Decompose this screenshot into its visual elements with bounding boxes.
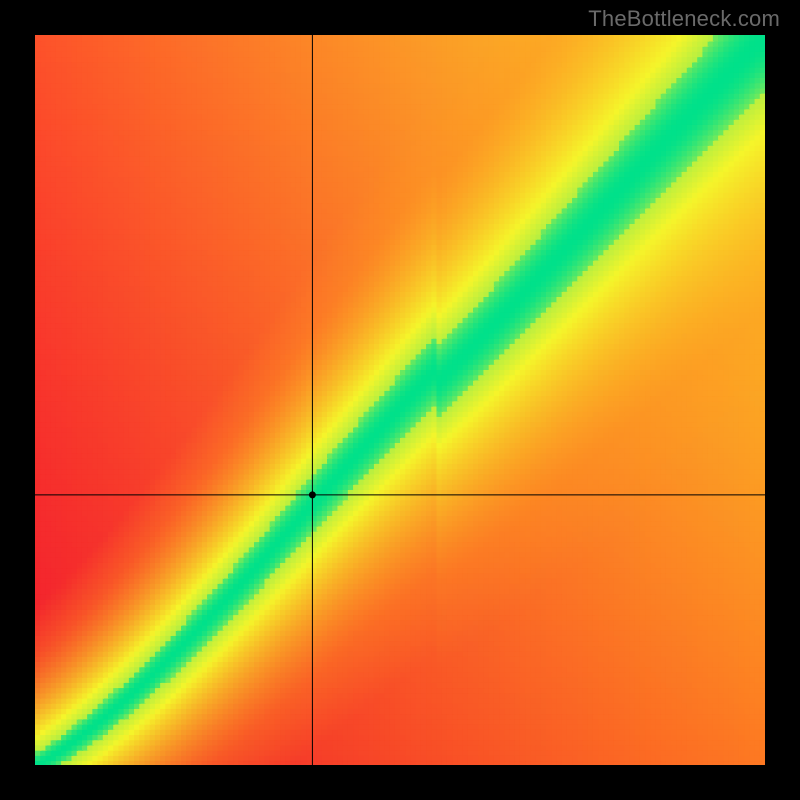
- chart-frame: TheBottleneck.com: [0, 0, 800, 800]
- plot-area: [35, 35, 765, 765]
- heatmap-canvas: [35, 35, 765, 765]
- watermark-text: TheBottleneck.com: [588, 6, 780, 32]
